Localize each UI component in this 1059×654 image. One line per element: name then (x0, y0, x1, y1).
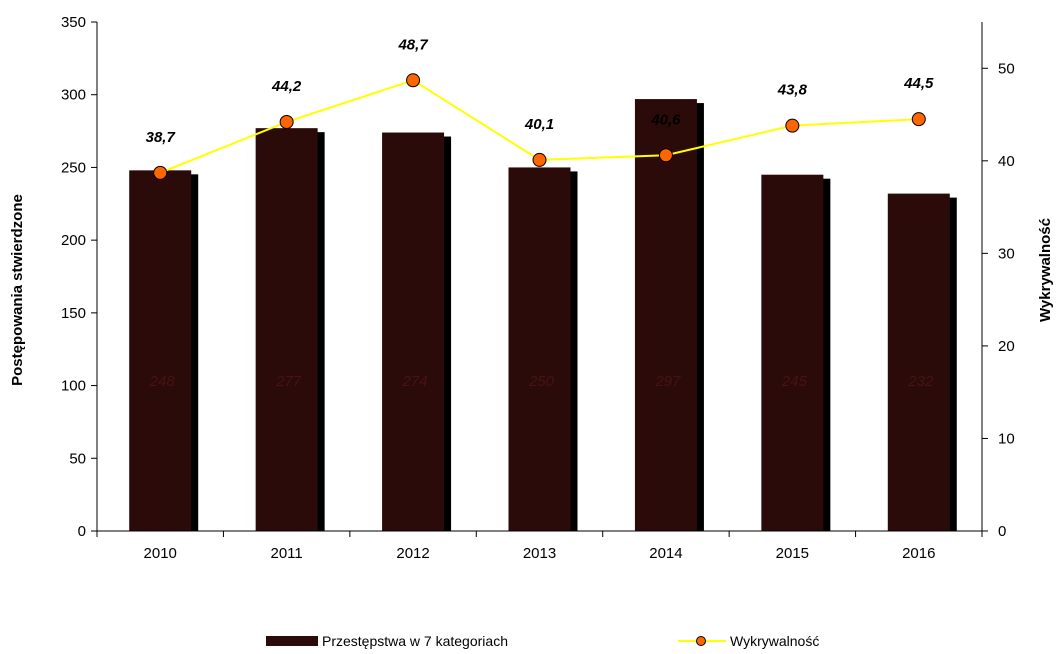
line-value-label: 44,5 (903, 75, 934, 92)
bar (255, 128, 318, 532)
x-tick-label: 2010 (144, 545, 177, 562)
line-marker (406, 73, 421, 88)
legend-bar-label: Przestępstwa w 7 kategoriach (322, 633, 508, 649)
legend-line-label: Wykrywalność (730, 633, 820, 649)
legend-item-bars: Przestępstwa w 7 kategoriach (266, 632, 508, 650)
bar (382, 132, 445, 532)
bar (887, 193, 950, 531)
bar-value-labels: 248 277 274 250 297 245 232 (149, 373, 934, 390)
y-right-tick-label: 0 (998, 523, 1006, 540)
y-left-tick-label: 300 (61, 87, 86, 104)
line-value-label: 38,7 (146, 129, 176, 146)
y-right-tick-label: 10 (998, 430, 1015, 447)
line-value-label: 40,6 (650, 111, 681, 128)
bar-value-label: 297 (654, 373, 681, 390)
line-marker (658, 148, 673, 163)
line-value-label: 48,7 (397, 36, 428, 53)
y-axis-left-label: Postępowania stwierdzone (9, 194, 26, 386)
line-marker (532, 152, 547, 167)
y-axis-right-label: Wykrywalność (1037, 218, 1054, 322)
x-tick-label: 2011 (271, 545, 303, 562)
y-left-tick-label: 250 (61, 159, 86, 176)
legend-line-swatch (678, 633, 726, 649)
y-right-tick-label: 50 (998, 60, 1015, 77)
y-left-tick-label: 50 (69, 450, 86, 467)
line-series (153, 73, 926, 180)
line-value-label: 43,8 (777, 82, 808, 99)
x-tick-label: 2014 (649, 545, 682, 562)
y-right-tick-label: 40 (998, 153, 1015, 170)
line-value-label: 44,2 (271, 78, 302, 95)
legend-bar-swatch (266, 636, 318, 646)
bar (508, 167, 571, 531)
bar-value-label: 274 (402, 373, 428, 390)
bar-value-label: 248 (149, 373, 176, 390)
y-left-tick-label: 100 (61, 378, 86, 395)
bar (761, 174, 824, 531)
y-left-tick-label: 0 (78, 523, 86, 540)
bar (129, 170, 192, 531)
bar-series (129, 99, 950, 532)
x-tick-label: 2015 (776, 545, 809, 562)
y-right-tick-label: 30 (998, 245, 1015, 262)
line-value-labels: 38,7 44,2 48,7 40,1 40,6 43,8 44,5 (146, 36, 934, 146)
line-marker (785, 118, 800, 133)
line-marker (279, 114, 294, 129)
bar-value-label: 232 (907, 373, 934, 390)
line-marker (911, 112, 926, 127)
x-tick-label: 2013 (523, 545, 556, 562)
y-left-tick-label: 200 (61, 232, 86, 249)
y-left-tick-label: 150 (61, 305, 86, 322)
bar-value-label: 277 (275, 373, 302, 390)
line-value-label: 40,1 (524, 116, 554, 133)
legend-item-line: Wykrywalność (678, 632, 819, 650)
axes: 0 50 100 150 200 250 300 350 0 10 20 30 40 50 2010 2011… (61, 14, 1015, 562)
y-left-tick-label: 350 (61, 14, 86, 31)
x-tick-label: 2012 (396, 545, 429, 562)
line-marker (153, 165, 168, 180)
y-right-tick-label: 20 (998, 338, 1015, 355)
bar-value-label: 245 (781, 373, 808, 390)
bar (634, 99, 697, 531)
bar-value-label: 250 (528, 373, 555, 390)
x-tick-label: 2016 (902, 545, 935, 562)
